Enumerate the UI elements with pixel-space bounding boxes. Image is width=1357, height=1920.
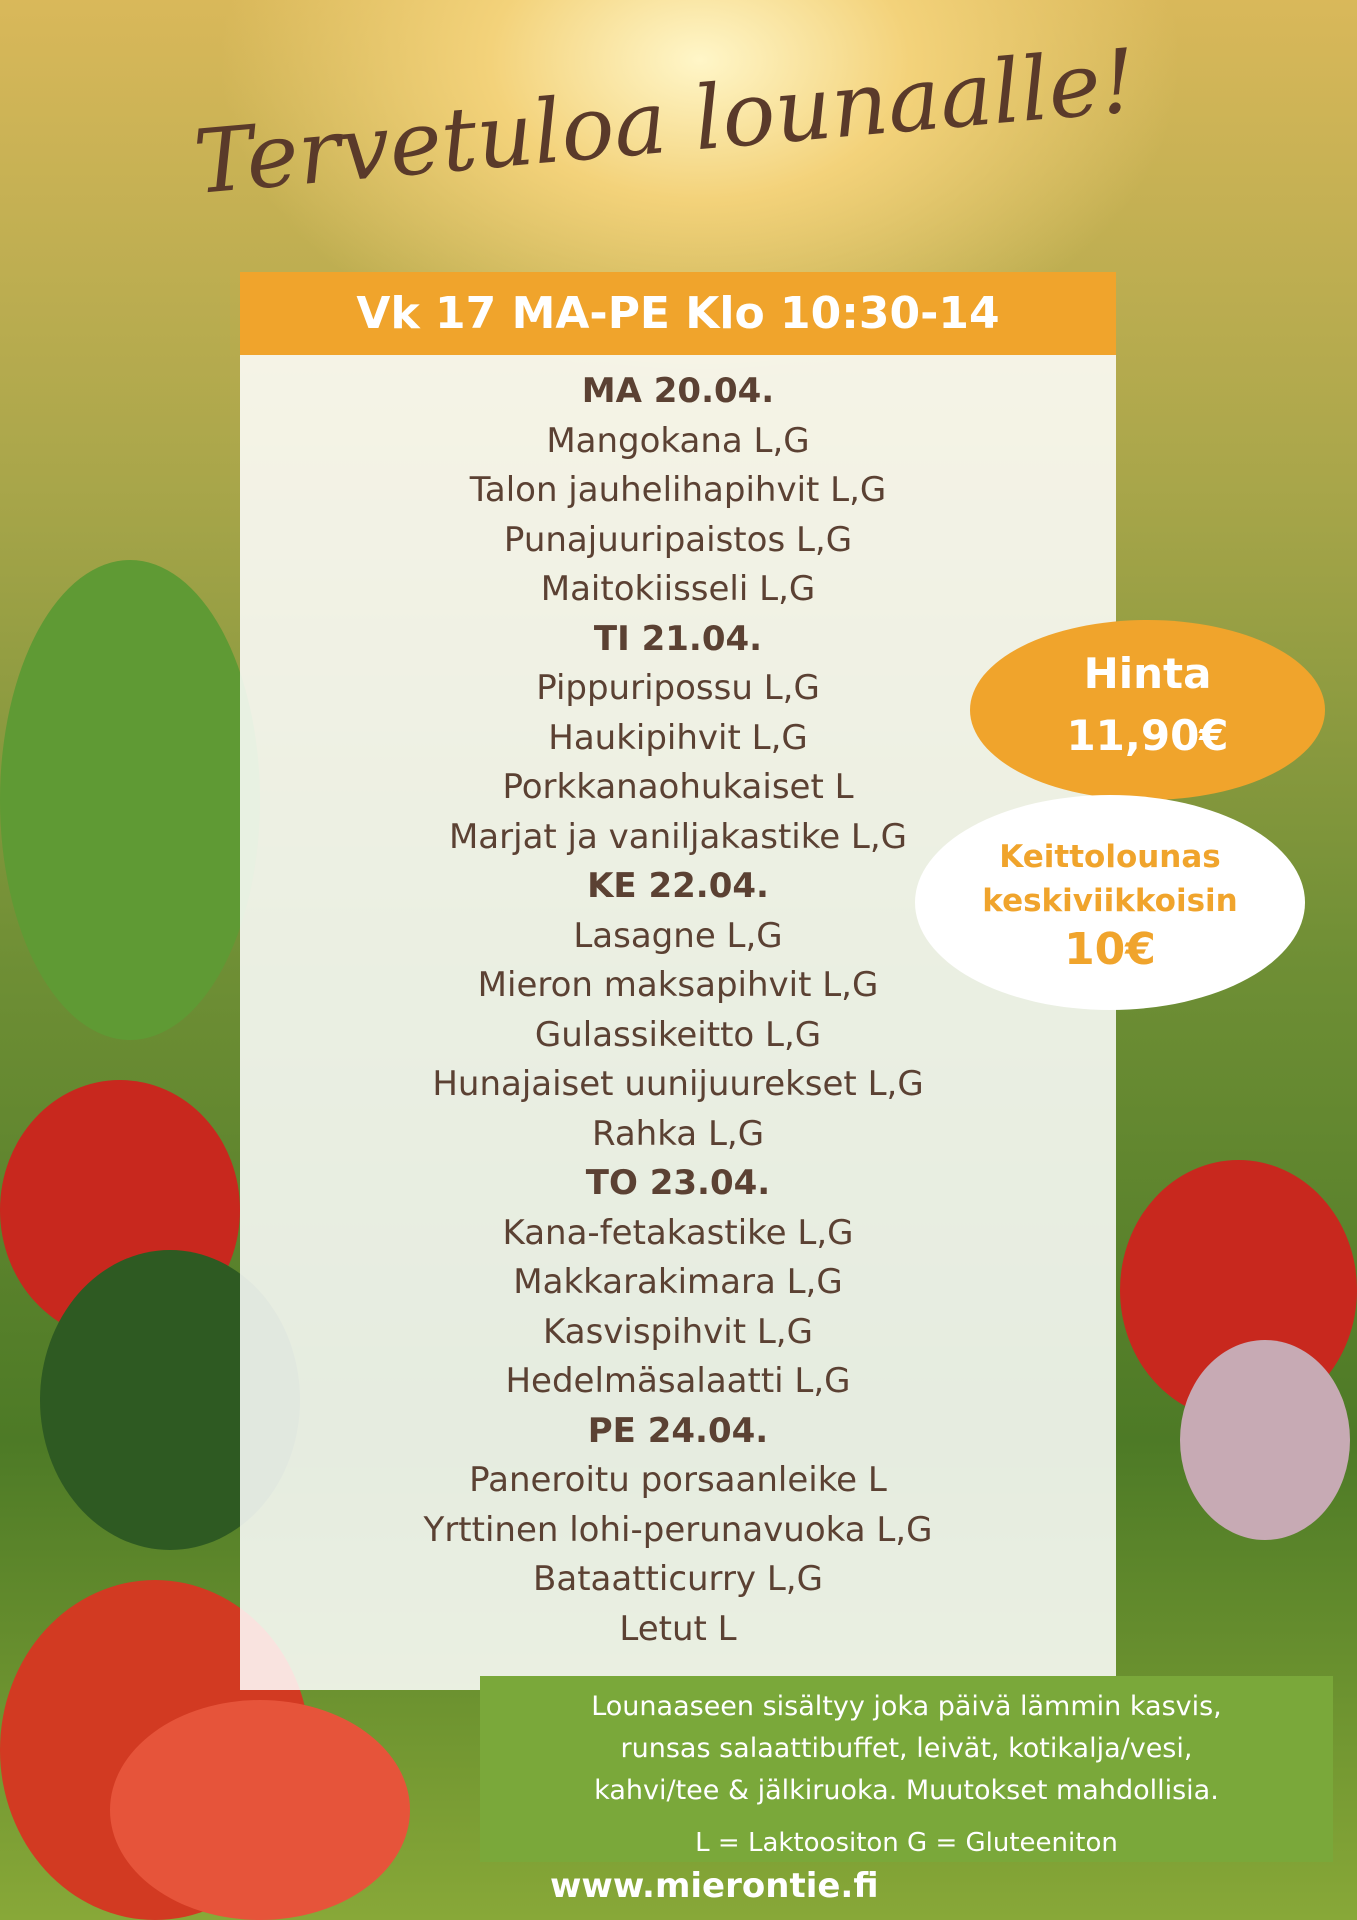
note-line: Lounaaseen sisältyy joka päivä lämmin ka… (591, 1691, 1222, 1722)
note-line: kahvi/tee & jälkiruoka. Muutokset mahdol… (594, 1775, 1219, 1806)
price-value: 11,90€ (1066, 711, 1229, 760)
day-heading: TO 23.04. (585, 1163, 771, 1203)
day-heading: MA 20.04. (581, 371, 775, 411)
menu-item: Bataatticurry L,G (533, 1559, 823, 1599)
menu-item: Kasvispihvit L,G (543, 1311, 813, 1352)
soup-price: 10€ (1064, 924, 1156, 975)
menu-item: Hunajaiset uunijuurekset L,G (432, 1064, 924, 1104)
menu-item: Rahka L,G (591, 1113, 765, 1154)
price-label: Hinta (1083, 649, 1212, 698)
menu-item: Porkkanaohukaiset L (502, 767, 854, 807)
menu-item: Marjat ja vaniljakastike L,G (448, 816, 908, 857)
website-link[interactable]: www.mierontie.fi (550, 1866, 879, 1906)
day-heading: TI 21.04. (593, 618, 763, 659)
menu-item: Haukipihvit L,G (548, 717, 808, 758)
price-badge: Hinta 11,90€ (970, 620, 1325, 800)
soup-badge: Keittolounas keskiviikkoisin 10€ (915, 795, 1305, 1010)
menu-item: Punajuuripaistos L,G (503, 519, 853, 560)
decor-lettuce (0, 560, 260, 1040)
menu-item: Hedelmäsalaatti L,G (505, 1361, 851, 1401)
page-title: Tervetuloa lounaalle! (190, 29, 1140, 214)
menu-item: Mangokana L,G (546, 420, 810, 461)
menu-list: MA 20.04. Mangokana L,G Talon jauhelihapih… (240, 355, 1116, 1654)
menu-item: Paneroitu porsaanleike L (469, 1460, 887, 1500)
menu-item: Makkarakimara L,G (513, 1262, 843, 1302)
menu-item: Pippuripossu L,G (536, 668, 820, 708)
decor-garlic (1180, 1340, 1350, 1540)
info-note: Lounaaseen sisältyy joka päivä lämmin ka… (480, 1676, 1333, 1862)
decor-tomato (110, 1700, 410, 1920)
day-heading: PE 24.04. (587, 1410, 769, 1451)
menu-item: Letut L (619, 1608, 737, 1649)
soup-line2: keskiviikkoisin (982, 883, 1238, 919)
day-heading: KE 22.04. (587, 866, 769, 906)
soup-line1: Keittolounas (999, 839, 1221, 875)
note-line: runsas salaattibuffet, leivät, kotikalja… (620, 1733, 1193, 1764)
menu-item: Mieron maksapihvit L,G (477, 965, 879, 1005)
legend: L = Laktoositon G = Gluteeniton (695, 1828, 1118, 1858)
menu-item: Maitokiisseli L,G (540, 569, 816, 609)
menu-item: Lasagne L,G (573, 915, 783, 956)
week-header: Vk 17 MA-PE Klo 10:30-14 (240, 272, 1116, 355)
menu-item: Yrttinen lohi-perunavuoka L,G (423, 1509, 933, 1550)
menu-item: Kana-fetakastike L,G (502, 1212, 854, 1253)
menu-item: Talon jauhelihapihvit L,G (469, 470, 887, 510)
menu-panel: Vk 17 MA-PE Klo 10:30-14 MA 20.04. Mangok… (240, 272, 1116, 1690)
menu-item: Gulassikeitto L,G (534, 1014, 822, 1055)
